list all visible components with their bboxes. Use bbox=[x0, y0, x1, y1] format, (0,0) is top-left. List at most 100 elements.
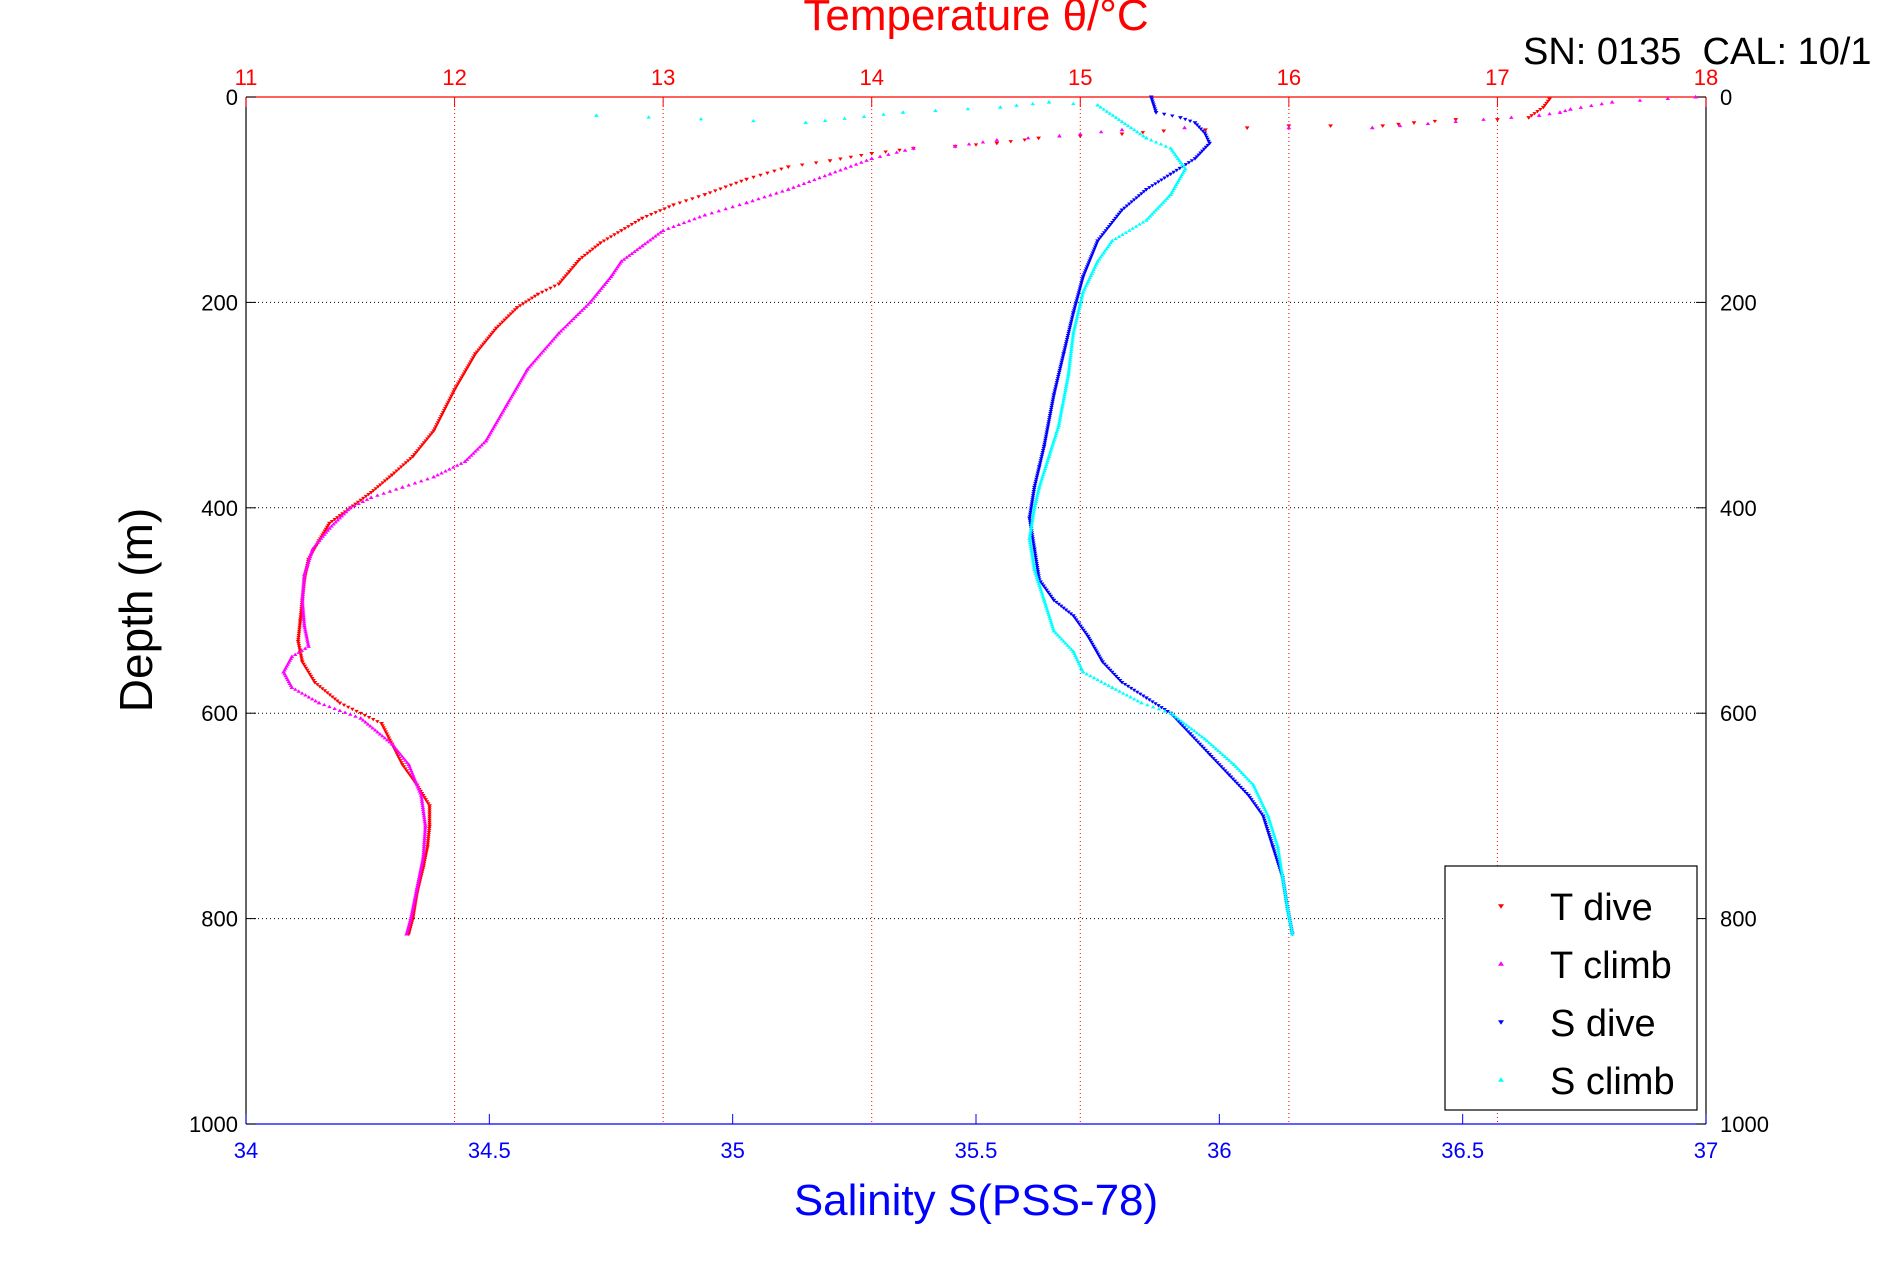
data-point bbox=[1079, 279, 1085, 283]
data-point bbox=[751, 118, 756, 123]
data-point bbox=[440, 410, 446, 415]
data-point bbox=[1609, 99, 1615, 104]
data-point bbox=[479, 344, 485, 348]
data-point bbox=[420, 805, 426, 810]
data-point bbox=[1140, 131, 1146, 135]
data-point bbox=[396, 467, 402, 471]
data-point bbox=[355, 500, 361, 505]
data-point bbox=[1277, 855, 1282, 859]
data-point bbox=[1096, 654, 1102, 658]
data-point bbox=[1189, 159, 1195, 163]
data-point bbox=[307, 556, 312, 561]
data-point bbox=[417, 447, 422, 451]
data-point bbox=[421, 846, 427, 851]
data-point bbox=[594, 292, 599, 296]
data-point bbox=[1265, 813, 1271, 818]
data-point bbox=[298, 615, 303, 619]
data-point bbox=[1045, 424, 1051, 428]
data-point bbox=[1072, 327, 1077, 331]
data-point bbox=[479, 443, 484, 447]
data-point bbox=[431, 474, 437, 479]
data-point bbox=[455, 382, 461, 386]
data-point bbox=[1161, 129, 1167, 134]
data-point bbox=[590, 247, 595, 251]
left-tick-label: 600 bbox=[201, 701, 238, 726]
data-point bbox=[306, 644, 311, 648]
data-point bbox=[1031, 492, 1036, 496]
data-point bbox=[1030, 514, 1036, 518]
data-point bbox=[1532, 112, 1537, 116]
data-point bbox=[471, 451, 476, 455]
data-point bbox=[566, 270, 572, 274]
data-point bbox=[534, 357, 539, 361]
data-point bbox=[1123, 230, 1129, 234]
data-point bbox=[1143, 187, 1149, 192]
x-axis-label: Salinity S(PSS-78) bbox=[794, 1176, 1158, 1225]
data-point bbox=[1049, 622, 1055, 627]
data-point bbox=[1665, 96, 1670, 101]
data-point bbox=[1136, 194, 1142, 198]
legend-marker bbox=[1498, 904, 1504, 909]
data-point bbox=[1039, 455, 1044, 459]
data-point bbox=[615, 231, 621, 235]
data-point bbox=[1286, 912, 1291, 916]
data-point bbox=[1166, 194, 1171, 198]
data-point bbox=[311, 679, 316, 683]
data-point bbox=[1099, 658, 1104, 662]
data-point bbox=[393, 750, 399, 755]
data-point bbox=[1032, 503, 1038, 508]
data-point bbox=[1032, 505, 1037, 510]
data-point bbox=[1034, 561, 1039, 566]
data-point bbox=[848, 155, 854, 160]
data-point bbox=[1065, 333, 1071, 338]
data-point bbox=[1053, 387, 1058, 391]
data-point bbox=[306, 695, 312, 699]
data-point bbox=[599, 286, 604, 290]
data-point bbox=[341, 703, 347, 707]
data-point bbox=[426, 837, 431, 841]
data-point bbox=[1146, 216, 1151, 220]
data-point bbox=[1283, 898, 1289, 902]
data-point bbox=[411, 904, 416, 908]
data-point bbox=[1187, 732, 1193, 736]
data-point bbox=[1030, 498, 1035, 502]
data-point bbox=[902, 148, 908, 152]
data-point bbox=[420, 859, 425, 863]
data-point bbox=[1033, 481, 1038, 486]
data-point bbox=[1057, 370, 1062, 375]
data-point bbox=[1084, 632, 1089, 637]
data-point bbox=[1071, 329, 1077, 333]
data-point bbox=[1213, 746, 1219, 751]
data-point bbox=[337, 514, 343, 518]
data-point bbox=[324, 525, 330, 530]
data-point bbox=[801, 181, 807, 185]
data-point bbox=[1281, 879, 1286, 883]
data-point bbox=[1140, 220, 1146, 224]
data-point bbox=[1145, 703, 1150, 707]
data-point bbox=[1056, 372, 1061, 377]
data-point bbox=[381, 491, 386, 495]
data-point bbox=[1201, 746, 1206, 751]
data-point bbox=[1027, 538, 1033, 542]
data-point bbox=[565, 323, 570, 327]
data-point bbox=[1057, 133, 1062, 138]
data-point bbox=[1044, 606, 1049, 610]
data-point bbox=[1077, 134, 1083, 139]
data-point bbox=[1262, 820, 1268, 825]
data-point bbox=[1139, 192, 1144, 196]
data-point bbox=[1231, 762, 1237, 766]
data-point bbox=[1069, 647, 1074, 651]
data-point bbox=[1062, 390, 1068, 395]
data-point bbox=[466, 364, 471, 368]
data-point bbox=[404, 930, 410, 934]
data-point bbox=[1049, 405, 1054, 410]
data-point bbox=[639, 216, 645, 221]
data-point bbox=[413, 891, 418, 896]
data-point bbox=[1226, 773, 1232, 777]
data-point bbox=[626, 225, 631, 229]
data-point bbox=[1053, 433, 1058, 438]
data-point bbox=[459, 376, 464, 380]
data-point bbox=[1036, 465, 1042, 469]
data-point bbox=[812, 177, 817, 182]
data-point bbox=[293, 687, 298, 691]
